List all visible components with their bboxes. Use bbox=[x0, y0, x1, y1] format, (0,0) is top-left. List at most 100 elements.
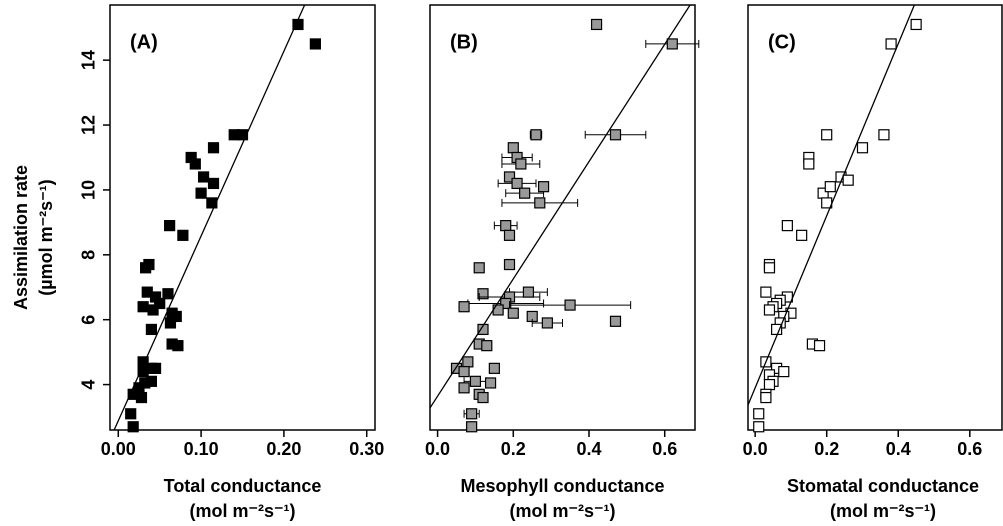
y-axis-label: (µmol m⁻²s⁻¹) bbox=[36, 179, 56, 295]
y-tick-label: 6 bbox=[79, 315, 99, 325]
point bbox=[609, 315, 622, 327]
point bbox=[778, 366, 790, 378]
x-axis-label: Stomatal conductance bbox=[787, 476, 979, 496]
x-axis-label: (mol m⁻²s⁻¹) bbox=[830, 501, 936, 521]
point bbox=[763, 378, 776, 391]
point bbox=[878, 129, 890, 141]
point bbox=[507, 142, 519, 154]
point bbox=[760, 286, 772, 298]
point bbox=[590, 18, 603, 31]
point bbox=[503, 171, 516, 183]
y-axis-label: Assimilation rate bbox=[11, 165, 31, 310]
point bbox=[519, 187, 531, 199]
point bbox=[500, 220, 512, 232]
point bbox=[910, 18, 922, 31]
point bbox=[500, 297, 512, 310]
point bbox=[503, 229, 516, 241]
point bbox=[189, 158, 201, 170]
point bbox=[236, 129, 249, 141]
x-tick-label: 0.2 bbox=[814, 439, 839, 459]
point bbox=[534, 197, 546, 209]
point bbox=[842, 174, 854, 186]
point bbox=[503, 258, 516, 271]
point bbox=[206, 197, 218, 209]
point bbox=[197, 171, 210, 183]
point bbox=[477, 323, 489, 336]
point bbox=[537, 181, 550, 193]
x-axis-label: (mol m⁻²s⁻¹) bbox=[510, 501, 616, 521]
y-tick-label: 8 bbox=[79, 250, 99, 260]
point bbox=[127, 421, 139, 433]
point bbox=[473, 262, 485, 274]
point bbox=[666, 38, 678, 50]
y-tick-label: 10 bbox=[79, 180, 99, 200]
point bbox=[771, 323, 783, 336]
fit-line bbox=[748, 5, 915, 406]
point bbox=[803, 158, 815, 170]
x-tick-label: 0.0 bbox=[425, 439, 450, 459]
point bbox=[469, 375, 482, 387]
x-axis-label: (mol m⁻²s⁻¹) bbox=[190, 501, 296, 521]
x-tick-label: 0.6 bbox=[957, 439, 982, 459]
point bbox=[522, 286, 535, 298]
point bbox=[824, 181, 836, 193]
point bbox=[530, 129, 542, 141]
point bbox=[753, 408, 765, 420]
point bbox=[492, 304, 504, 316]
point bbox=[488, 362, 500, 374]
fit-line bbox=[113, 5, 306, 430]
point bbox=[760, 391, 772, 404]
point bbox=[821, 129, 833, 141]
point bbox=[458, 366, 470, 378]
point bbox=[466, 408, 478, 420]
point bbox=[763, 262, 776, 274]
x-tick-label: 0.4 bbox=[576, 439, 601, 459]
point bbox=[164, 220, 176, 232]
point bbox=[458, 382, 470, 394]
point bbox=[195, 187, 207, 199]
point bbox=[462, 356, 474, 368]
point bbox=[135, 391, 148, 404]
point bbox=[564, 299, 576, 311]
x-tick-label: 0.00 bbox=[101, 439, 136, 459]
point bbox=[309, 38, 321, 50]
point bbox=[170, 310, 182, 323]
point bbox=[885, 38, 897, 50]
point bbox=[481, 340, 493, 352]
plot-frame bbox=[109, 4, 376, 431]
point bbox=[763, 304, 776, 316]
x-tick-label: 0.30 bbox=[349, 439, 384, 459]
point bbox=[140, 262, 152, 274]
x-axis-label: Total conductance bbox=[164, 476, 322, 496]
x-tick-label: 0.6 bbox=[652, 439, 677, 459]
x-tick-label: 0.4 bbox=[886, 439, 911, 459]
point bbox=[147, 304, 159, 316]
point bbox=[477, 391, 489, 404]
point bbox=[162, 288, 174, 300]
point bbox=[484, 377, 497, 389]
point bbox=[145, 323, 158, 336]
x-tick-label: 0.20 bbox=[266, 439, 301, 459]
point bbox=[609, 129, 622, 141]
x-axis-label: Mesophyll conductance bbox=[460, 476, 664, 496]
point bbox=[753, 421, 765, 433]
point bbox=[172, 340, 184, 352]
point bbox=[458, 301, 470, 313]
plot-frame bbox=[747, 4, 1003, 431]
point bbox=[541, 317, 553, 329]
point bbox=[466, 421, 478, 433]
point bbox=[796, 229, 808, 241]
point bbox=[164, 317, 177, 329]
point bbox=[507, 307, 519, 319]
point bbox=[781, 220, 793, 232]
point bbox=[477, 288, 489, 300]
point bbox=[177, 229, 189, 241]
point bbox=[207, 142, 220, 154]
point bbox=[511, 177, 523, 190]
point bbox=[154, 297, 166, 310]
point bbox=[856, 142, 869, 154]
x-tick-label: 0.0 bbox=[743, 439, 768, 459]
panel-label: (A) bbox=[130, 31, 158, 53]
panel-label: (B) bbox=[450, 31, 478, 53]
